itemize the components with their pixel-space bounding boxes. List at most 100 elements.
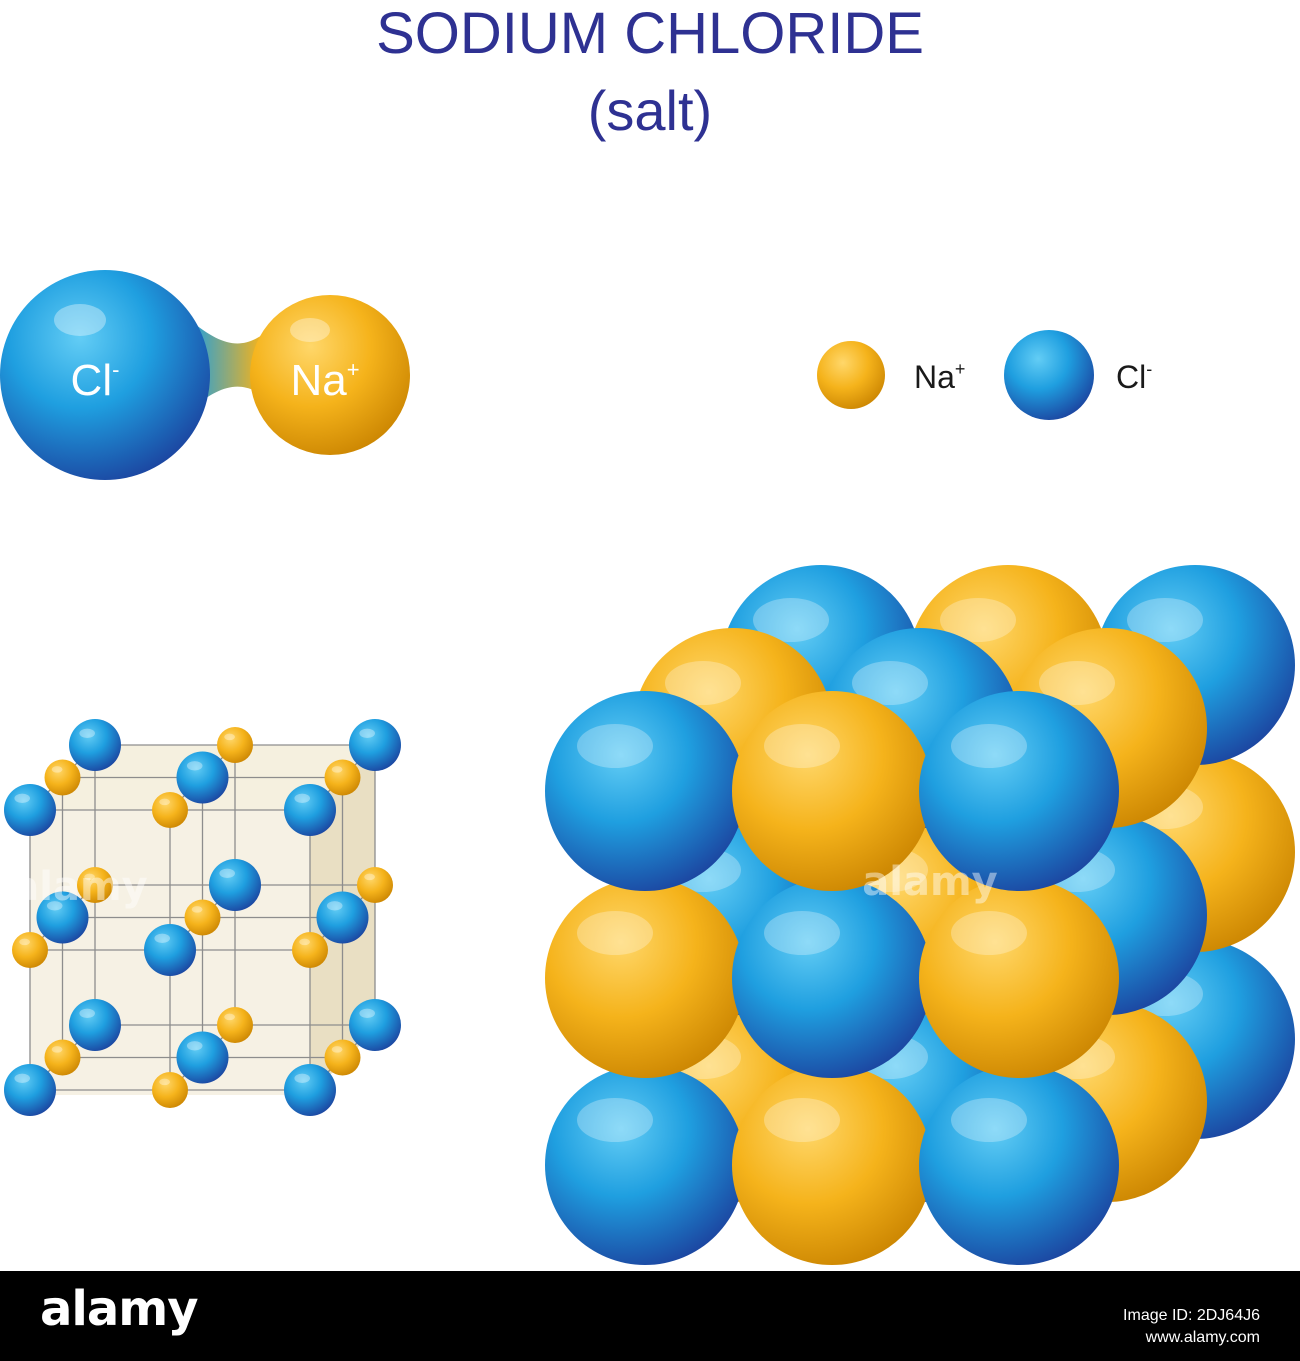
- space-filling-crystal: [545, 565, 1295, 1265]
- sphere-highlight: [951, 911, 1027, 955]
- sphere-highlight: [191, 906, 203, 913]
- sphere-highlight: [753, 598, 829, 642]
- sphere-highlight: [326, 901, 343, 911]
- footer-site-line: www.alamy.com: [1145, 1329, 1260, 1346]
- sphere-highlight: [19, 938, 30, 946]
- sphere-highlight: [951, 1098, 1027, 1142]
- lattice-cl-ion: [349, 719, 401, 771]
- lattice-na-ion: [292, 932, 328, 968]
- crystal-na-ion: [545, 878, 745, 1078]
- lattice-cl-ion: [176, 1031, 229, 1084]
- sphere-highlight: [764, 1098, 840, 1142]
- sphere-highlight: [14, 793, 30, 803]
- sphere-highlight: [14, 1073, 30, 1083]
- lattice-na-ion: [152, 792, 188, 828]
- legend-na-swatch: [817, 341, 885, 409]
- sphere-highlight: [764, 911, 840, 955]
- sphere-highlight: [51, 766, 63, 773]
- lattice-na-ion: [184, 899, 221, 936]
- watermark: alamy: [862, 859, 997, 905]
- sphere-highlight: [186, 761, 203, 771]
- cl-ion-sphere: [0, 270, 210, 480]
- sphere-highlight: [364, 873, 375, 881]
- molecule-na-label: Na+: [290, 356, 359, 405]
- sphere-highlight: [224, 1013, 236, 1021]
- page-title: SODIUM CHLORIDE: [376, 1, 924, 66]
- crystal-cl-ion: [919, 1065, 1119, 1265]
- nacl-molecule: Cl- Na+: [0, 270, 410, 480]
- lattice-cl-ion: [284, 784, 336, 836]
- lattice-cl-ion: [69, 999, 121, 1051]
- crystal-cl-ion: [919, 691, 1119, 891]
- lattice-cl-ion: [209, 859, 261, 911]
- ball-and-stick-lattice: [4, 719, 401, 1116]
- sphere-highlight: [1127, 598, 1203, 642]
- footer-bar: alamy Image ID: 2DJ64J6 www.alamy.com: [0, 1271, 1300, 1361]
- crystal-cl-ion: [545, 691, 745, 891]
- lattice-cl-ion: [4, 784, 56, 836]
- sphere-highlight: [154, 933, 170, 943]
- crystal-na-ion: [732, 1065, 932, 1265]
- sphere-highlight: [186, 1041, 203, 1051]
- lattice-cl-ion: [316, 891, 369, 944]
- sphere-highlight: [1039, 661, 1115, 705]
- lattice-na-ion: [217, 727, 253, 763]
- sphere-highlight: [159, 798, 171, 806]
- lattice-na-ion: [77, 867, 113, 903]
- sphere-highlight: [79, 728, 95, 738]
- sphere-highlight: [331, 766, 343, 773]
- legend: Na+ Cl-: [817, 330, 1152, 420]
- crystal-na-ion: [732, 691, 932, 891]
- crystal-cl-ion: [732, 878, 932, 1078]
- sphere-highlight: [665, 661, 741, 705]
- lattice-na-ion: [324, 1039, 361, 1076]
- sphere-highlight: [219, 868, 235, 878]
- page-subtitle: (salt): [587, 79, 713, 142]
- lattice-cl-ion: [69, 719, 121, 771]
- sphere-highlight: [159, 1078, 171, 1086]
- na-ion-sphere: [250, 295, 410, 455]
- sphere-highlight: [290, 318, 330, 342]
- sphere-highlight: [294, 793, 311, 803]
- lattice-na-ion: [44, 759, 81, 796]
- sphere-highlight: [79, 1008, 95, 1018]
- lattice-cl-ion: [4, 1064, 56, 1116]
- lattice-na-ion: [324, 759, 361, 796]
- sphere-highlight: [299, 938, 310, 946]
- sphere-highlight: [54, 304, 106, 336]
- legend-na-label: Na+: [914, 359, 965, 395]
- lattice-na-ion: [12, 932, 48, 968]
- crystal-cl-ion: [545, 1065, 745, 1265]
- sphere-highlight: [224, 733, 236, 741]
- lattice-na-ion: [44, 1039, 81, 1076]
- sphere-highlight: [951, 724, 1027, 768]
- sphere-highlight: [852, 661, 928, 705]
- footer-logo: alamy: [40, 1281, 199, 1337]
- sphere-highlight: [331, 1046, 343, 1053]
- footer-id-line: Image ID: 2DJ64J6: [1123, 1307, 1260, 1324]
- legend-cl-label: Cl-: [1116, 359, 1152, 395]
- sphere-highlight: [51, 1046, 63, 1053]
- sphere-highlight: [359, 728, 376, 738]
- legend-cl-swatch: [1004, 330, 1094, 420]
- watermark: alamy: [12, 864, 147, 910]
- sphere-highlight: [84, 873, 95, 881]
- sphere-highlight: [577, 911, 653, 955]
- lattice-cl-ion: [36, 891, 89, 944]
- sphere-highlight: [577, 724, 653, 768]
- sphere-highlight: [940, 598, 1016, 642]
- lattice-cl-ion: [176, 751, 229, 804]
- lattice-na-ion: [152, 1072, 188, 1108]
- diagram-canvas: Cl- Na+ Na+ Cl- alamy alamy: [0, 270, 1295, 1265]
- crystal-na-ion: [919, 878, 1119, 1078]
- sphere-highlight: [294, 1073, 311, 1083]
- molecule-cl-label: Cl-: [71, 356, 120, 405]
- lattice-ions: [4, 719, 401, 1116]
- sphere-highlight: [46, 901, 63, 911]
- lattice-na-ion: [217, 1007, 253, 1043]
- footer-image-id: Image ID: 2DJ64J6 www.alamy.com: [1123, 1305, 1260, 1349]
- lattice-na-ion: [357, 867, 393, 903]
- sphere-highlight: [359, 1008, 376, 1018]
- lattice-cl-ion: [144, 924, 196, 976]
- sphere-highlight: [577, 1098, 653, 1142]
